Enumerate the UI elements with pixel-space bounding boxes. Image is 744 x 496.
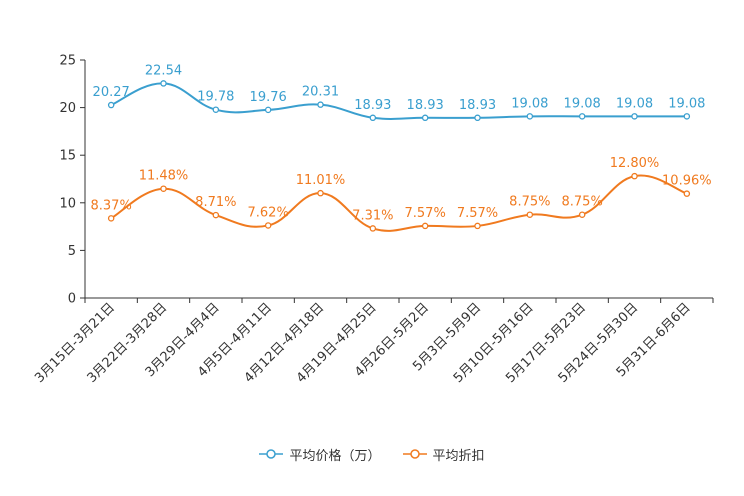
data-label: 19.76	[250, 90, 287, 105]
data-label: 7.57%	[457, 206, 498, 221]
data-label: 8.37%	[91, 198, 132, 213]
data-label: 8.75%	[509, 195, 550, 210]
data-point[interactable]	[212, 211, 220, 219]
data-point[interactable]	[474, 114, 481, 122]
y-tick-label: 10	[59, 196, 76, 211]
data-point[interactable]	[683, 190, 691, 197]
y-tick-label: 25	[59, 54, 76, 69]
data-label: 11.01%	[296, 173, 346, 188]
data-label: 19.08	[564, 96, 601, 111]
data-label: 7.62%	[248, 205, 289, 220]
data-point[interactable]	[317, 189, 324, 197]
data-point[interactable]	[578, 211, 586, 218]
data-point[interactable]	[160, 80, 167, 87]
data-point[interactable]	[369, 114, 377, 122]
legend-swatch-discount	[402, 449, 427, 459]
x-axis: 3月15日-3月21日3月22日-3月28日3月29日-4月4日4月5日-4月1…	[32, 297, 714, 386]
legend-label-discount: 平均折扣	[432, 448, 485, 464]
data-point[interactable]	[631, 113, 638, 120]
legend: 平均价格（万） 平均折扣	[0, 444, 744, 464]
data-label: 8.75%	[562, 195, 603, 210]
data-label: 19.08	[616, 96, 653, 111]
y-tick-label: 5	[68, 244, 76, 259]
data-label: 8.71%	[195, 195, 236, 210]
series-line-1	[110, 174, 688, 232]
data-label: 18.93	[407, 98, 444, 113]
y-axis: 0 5 10 15 20 25	[59, 54, 86, 307]
data-label: 22.54	[145, 63, 182, 78]
data-point[interactable]	[317, 101, 324, 108]
data-point[interactable]	[107, 101, 115, 109]
data-label: 18.93	[354, 98, 391, 113]
data-label: 10.96%	[662, 174, 712, 189]
line-chart: 0 5 10 15 20 25 3月15日-3月21日3月22日-3月28日3月29日-4…	[32, 54, 714, 386]
data-point[interactable]	[683, 113, 691, 120]
data-point[interactable]	[421, 222, 429, 230]
data-label: 19.08	[668, 96, 705, 111]
data-point[interactable]	[369, 225, 377, 232]
data-label: 20.31	[302, 85, 339, 100]
data-point[interactable]	[264, 106, 272, 114]
legend-item-discount[interactable]: 平均折扣	[402, 445, 485, 464]
data-point[interactable]	[107, 215, 115, 222]
data-point[interactable]	[526, 211, 534, 218]
data-point[interactable]	[578, 113, 586, 120]
y-tick-label: 15	[59, 149, 76, 164]
data-point[interactable]	[474, 222, 481, 230]
data-labels: 20.27 22.54 19.78 19.76 20.31 18.93 18.93 18.93…	[91, 63, 712, 223]
data-label: 7.31%	[352, 208, 393, 223]
data-point[interactable]	[631, 172, 638, 180]
data-label: 19.78	[197, 90, 234, 105]
data-label: 11.48%	[139, 169, 189, 184]
y-tick-label: 20	[59, 101, 76, 116]
series-layer	[107, 80, 691, 232]
data-point[interactable]	[264, 222, 272, 229]
y-tick-label: 0	[68, 292, 76, 307]
data-label: 18.93	[459, 98, 496, 113]
data-point[interactable]	[160, 185, 167, 192]
data-label: 20.27	[93, 85, 130, 100]
legend-label-price: 平均价格（万）	[289, 448, 381, 464]
data-label: 19.08	[511, 96, 548, 111]
data-point[interactable]	[526, 113, 534, 120]
data-point[interactable]	[421, 114, 429, 122]
data-point[interactable]	[212, 106, 220, 113]
series-line-0	[110, 82, 687, 120]
data-label: 7.57%	[405, 206, 446, 221]
data-label: 12.80%	[610, 156, 660, 171]
legend-item-price[interactable]: 平均价格（万）	[259, 445, 381, 464]
legend-swatch-price	[259, 449, 284, 459]
